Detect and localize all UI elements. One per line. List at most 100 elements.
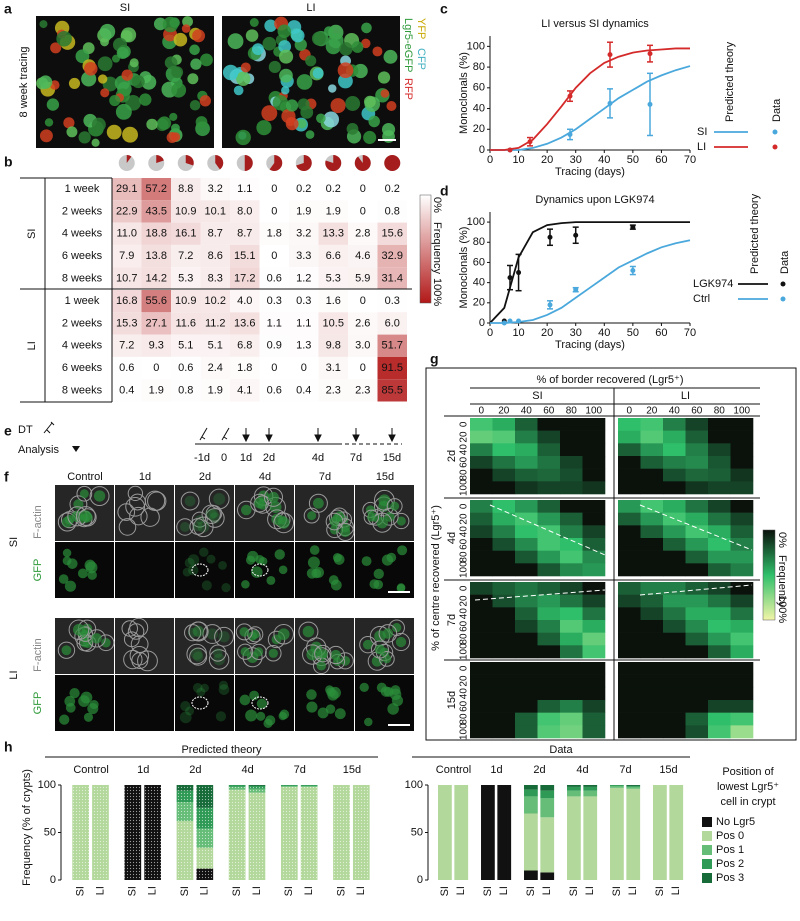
nucleus (262, 36, 277, 51)
heat-cell (515, 468, 538, 482)
cell-outline (180, 491, 200, 511)
heat-cell (640, 525, 664, 539)
bar-label: SI (231, 886, 243, 896)
nucleus (49, 80, 60, 90)
heat-cell (560, 645, 583, 659)
y-tick-label: 60 (473, 82, 485, 94)
cell-text: 0 (301, 362, 307, 374)
cell-outline (214, 626, 234, 647)
nucleus (285, 99, 299, 112)
cell-shade (377, 312, 407, 335)
y-tick-label: 40 (459, 526, 470, 538)
cell-shade (348, 312, 378, 335)
cell-outline (372, 512, 393, 533)
heat-cell (640, 620, 664, 633)
cell-text: 13.3 (323, 228, 344, 240)
heat-cell (618, 582, 641, 595)
nucleus (345, 96, 361, 111)
cell-text: 7.2 (119, 340, 134, 352)
nucleus (268, 60, 281, 74)
cell-text: 3.2 (296, 228, 311, 240)
panel-letter: g (430, 351, 439, 367)
x-tick-label: 40 (669, 406, 681, 417)
gfp-cell (256, 698, 267, 709)
cell-shade (141, 178, 171, 201)
heat-cell (730, 456, 754, 469)
gfp-cell (359, 682, 369, 693)
heat-cell (492, 481, 516, 495)
gfp-cell (263, 718, 273, 728)
heat-cell (708, 712, 731, 726)
nucleus (351, 41, 364, 53)
cell-shade (230, 267, 260, 290)
nucleus (285, 117, 299, 131)
nucleus (291, 28, 305, 43)
heat-cell (582, 700, 606, 713)
heat-cell (640, 725, 664, 739)
timeline-label: DT (18, 424, 33, 436)
cell-outline (121, 620, 139, 637)
pie-slice (126, 155, 132, 163)
theory-curve (489, 221, 690, 324)
legend-title: Data (779, 250, 791, 274)
cell-outline (378, 651, 395, 667)
heat-cell (663, 594, 686, 608)
nucleus (261, 105, 278, 122)
heat-cell (582, 430, 606, 444)
heat-cell (708, 607, 731, 621)
bar-label: SI (179, 886, 191, 896)
nucleus (181, 24, 191, 33)
nucleus (171, 123, 180, 133)
cell-shade (141, 290, 171, 313)
heat-cell (618, 525, 641, 539)
panel-letter: b (4, 154, 13, 170)
region-outline (191, 563, 209, 577)
heat-cell (537, 550, 561, 564)
cell-outline (298, 621, 319, 642)
gfp-cell (64, 695, 76, 707)
pie-slice (215, 155, 224, 170)
cell-text: 0.4 (119, 384, 134, 396)
cell-shade (259, 178, 289, 201)
pie-slice (325, 155, 342, 171)
bar-segment (583, 786, 598, 791)
cell-shade (171, 379, 201, 402)
nucleus (272, 94, 289, 111)
gfp-cell (306, 701, 318, 713)
cell-text: 5.1 (208, 340, 223, 352)
nucleus (56, 31, 72, 47)
row-label: 2 weeks (62, 205, 103, 217)
heat-cell (515, 430, 538, 444)
y-axis-label: Frequency (% of crypts) (21, 769, 33, 886)
cell-text: 0.3 (385, 295, 400, 307)
cell-text: 1.6 (326, 295, 341, 307)
y-tick-label: 20 (459, 595, 470, 607)
heat-cell (730, 481, 754, 495)
y-tick-label: 0 (459, 503, 470, 509)
pie-slice (156, 154, 164, 163)
gfp-cell (313, 497, 324, 509)
gfp-cell (193, 521, 203, 532)
y-tick-label: 60 (459, 538, 470, 550)
cell-outline (330, 507, 348, 525)
heat-cell (618, 607, 641, 621)
gfp-cell (250, 566, 263, 578)
dot-texture (144, 785, 161, 880)
cell-shade (348, 178, 378, 201)
theory-curve (490, 47, 690, 151)
cell-text: 3.1 (326, 362, 341, 374)
nucleus (187, 73, 199, 85)
bar-label: SI (482, 886, 494, 896)
data-point (516, 270, 522, 276)
row-label: 2d (446, 450, 458, 462)
cell-shade (377, 267, 407, 290)
cell-shade (112, 290, 142, 313)
cell-outline (188, 621, 209, 642)
heat-cell (560, 525, 583, 539)
dot-texture (352, 785, 370, 880)
cell-text: 0.2 (296, 183, 311, 195)
heat-cell (618, 456, 641, 469)
x-tick-label: 20 (541, 327, 553, 339)
heat-cell (470, 538, 493, 551)
heat-cell (515, 582, 538, 595)
